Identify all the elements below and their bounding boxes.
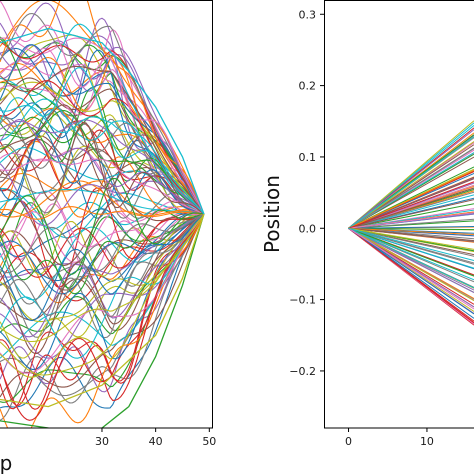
right-series-line bbox=[348, 227, 474, 269]
right-series-line bbox=[348, 227, 474, 242]
right-series-line bbox=[348, 120, 474, 229]
left-series-line bbox=[0, 81, 205, 215]
left-plot-lines bbox=[0, 0, 205, 428]
right-series-line bbox=[348, 218, 474, 229]
right-series-line bbox=[348, 227, 474, 250]
left-series-line bbox=[0, 80, 205, 215]
right-series-line bbox=[348, 227, 474, 235]
left-series-line bbox=[0, 213, 205, 302]
right-series-line bbox=[348, 181, 474, 229]
left-series-line bbox=[0, 104, 205, 215]
left-series-line bbox=[0, 98, 205, 215]
left-x-tick-label: 40 bbox=[149, 435, 163, 448]
right-y-tick-label: 0.0 bbox=[299, 222, 317, 235]
left-series-line bbox=[0, 208, 204, 258]
left-series-line bbox=[0, 0, 205, 215]
right-series-line bbox=[348, 136, 474, 229]
right-series-line bbox=[348, 227, 474, 231]
right-y-tick-label: 0.3 bbox=[299, 8, 317, 21]
right-series-line bbox=[348, 227, 474, 257]
left-series-line bbox=[0, 213, 205, 403]
left-series-line bbox=[0, 213, 205, 318]
left-x-tick-label: 30 bbox=[95, 435, 109, 448]
left-series-line bbox=[0, 129, 205, 215]
left-series-line bbox=[0, 190, 205, 248]
right-y-tick-label: 0.1 bbox=[299, 151, 317, 164]
left-series-line bbox=[0, 189, 204, 215]
left-series-line bbox=[0, 213, 205, 393]
right-series-line bbox=[348, 199, 474, 229]
left-series-line bbox=[0, 12, 205, 215]
right-y-tick-label: −0.2 bbox=[289, 365, 316, 378]
left-series-line bbox=[0, 213, 205, 378]
left-series-line bbox=[0, 158, 205, 215]
left-series-line bbox=[0, 213, 205, 295]
left-series-line bbox=[0, 213, 205, 359]
left-series-line bbox=[0, 67, 205, 215]
left-series-line bbox=[0, 118, 205, 215]
right-series-line bbox=[348, 227, 474, 261]
left-extreme-series-line bbox=[0, 213, 205, 408]
right-plot-lines bbox=[348, 120, 474, 326]
left-series-line bbox=[0, 189, 205, 266]
right-series-line bbox=[348, 141, 474, 229]
left-series-line bbox=[0, 213, 205, 421]
left-series-line bbox=[0, 65, 205, 215]
left-x-tick-label: 50 bbox=[202, 435, 216, 448]
left-series-line bbox=[0, 213, 205, 374]
right-y-axis-label: Position bbox=[260, 175, 284, 253]
right-series-line bbox=[348, 148, 474, 229]
right-series-line bbox=[348, 227, 474, 315]
left-series-line bbox=[0, 180, 205, 218]
left-series-line bbox=[0, 213, 205, 304]
left-series-line bbox=[0, 206, 204, 220]
right-axes-frame bbox=[324, 0, 474, 429]
right-series-line bbox=[348, 212, 474, 229]
right-series-line bbox=[348, 203, 474, 229]
right-series-line bbox=[348, 227, 474, 277]
right-series-line bbox=[348, 227, 474, 324]
left-extreme-series-line bbox=[0, 27, 205, 215]
right-y-ticks: 0.3 0.2 0.1 0.0 −0.1 −0.2 bbox=[289, 8, 325, 378]
left-series-line bbox=[0, 38, 205, 215]
right-series-line bbox=[348, 227, 474, 302]
left-series-line bbox=[0, 213, 205, 355]
right-series-line bbox=[348, 191, 474, 229]
right-x-tick-label: 0 bbox=[345, 435, 352, 448]
right-series-line bbox=[348, 227, 474, 310]
left-series-line bbox=[0, 213, 205, 359]
left-series-line bbox=[0, 172, 205, 215]
left-series-line bbox=[0, 105, 205, 215]
left-series-line bbox=[0, 36, 205, 215]
left-series-line bbox=[0, 41, 205, 215]
right-series-line bbox=[348, 226, 474, 229]
right-series-line bbox=[348, 187, 474, 229]
left-series-line bbox=[0, 213, 205, 409]
right-y-tick-label: 0.2 bbox=[299, 80, 317, 93]
left-series-line bbox=[0, 0, 205, 215]
left-series-line bbox=[0, 147, 205, 219]
right-y-tick-label: −0.1 bbox=[289, 294, 316, 307]
left-series-line bbox=[0, 213, 205, 359]
left-x-ticks: 30 40 50 bbox=[95, 428, 216, 448]
left-x-axis-label: p bbox=[0, 451, 12, 474]
right-series-line bbox=[348, 129, 474, 229]
right-x-tick-label: 10 bbox=[420, 435, 434, 448]
right-series-line bbox=[348, 227, 474, 281]
right-x-ticks: 0 10 bbox=[345, 428, 434, 448]
right-series-line bbox=[348, 227, 474, 319]
left-series-line bbox=[0, 177, 205, 275]
right-series-line bbox=[348, 169, 474, 229]
left-series-line bbox=[0, 44, 205, 215]
left-series-line bbox=[0, 117, 205, 215]
right-series-line bbox=[348, 227, 474, 289]
left-axes-frame bbox=[0, 0, 213, 429]
left-series-line bbox=[0, 213, 205, 322]
left-extreme-series-line bbox=[0, 213, 205, 428]
left-series-line bbox=[0, 121, 205, 215]
